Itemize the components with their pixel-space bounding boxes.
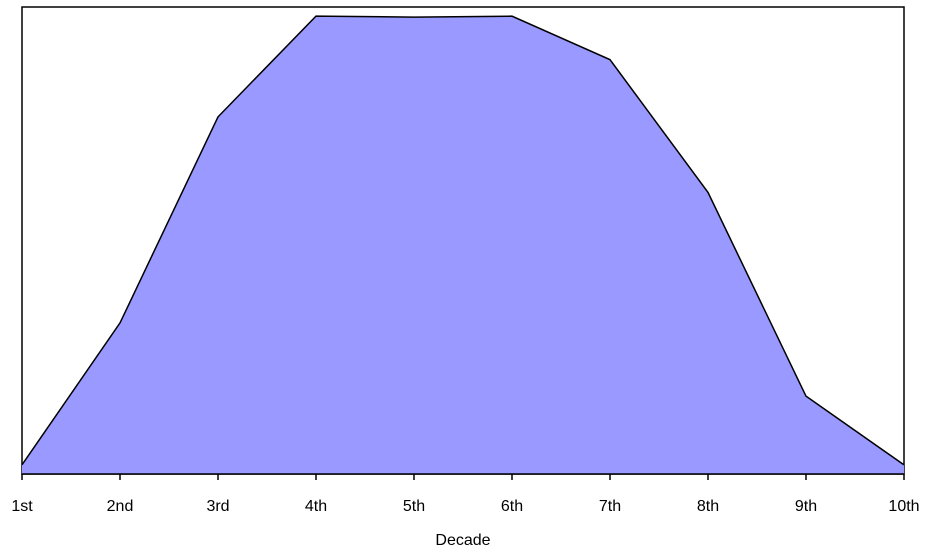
x-axis-title: Decade — [435, 532, 490, 549]
area-series — [22, 16, 904, 474]
x-tick-label: 6th — [501, 498, 523, 515]
x-tick-label: 1st — [11, 498, 33, 515]
x-tick-label: 10th — [888, 498, 919, 515]
x-tick-label: 9th — [795, 498, 817, 515]
x-tick-label: 4th — [305, 498, 327, 515]
x-tick-label: 7th — [599, 498, 621, 515]
x-axis-ticks — [21, 474, 905, 480]
x-axis-tick-labels: 1st 2nd 3rd 4th 5th 6th 7th 8th 9th 10th — [11, 498, 919, 515]
x-tick-label: 5th — [403, 498, 425, 515]
x-tick-label: 8th — [697, 498, 719, 515]
x-tick-label: 3rd — [206, 498, 229, 515]
area-series-outline — [21, 15, 905, 466]
x-tick-label: 2nd — [107, 498, 134, 515]
